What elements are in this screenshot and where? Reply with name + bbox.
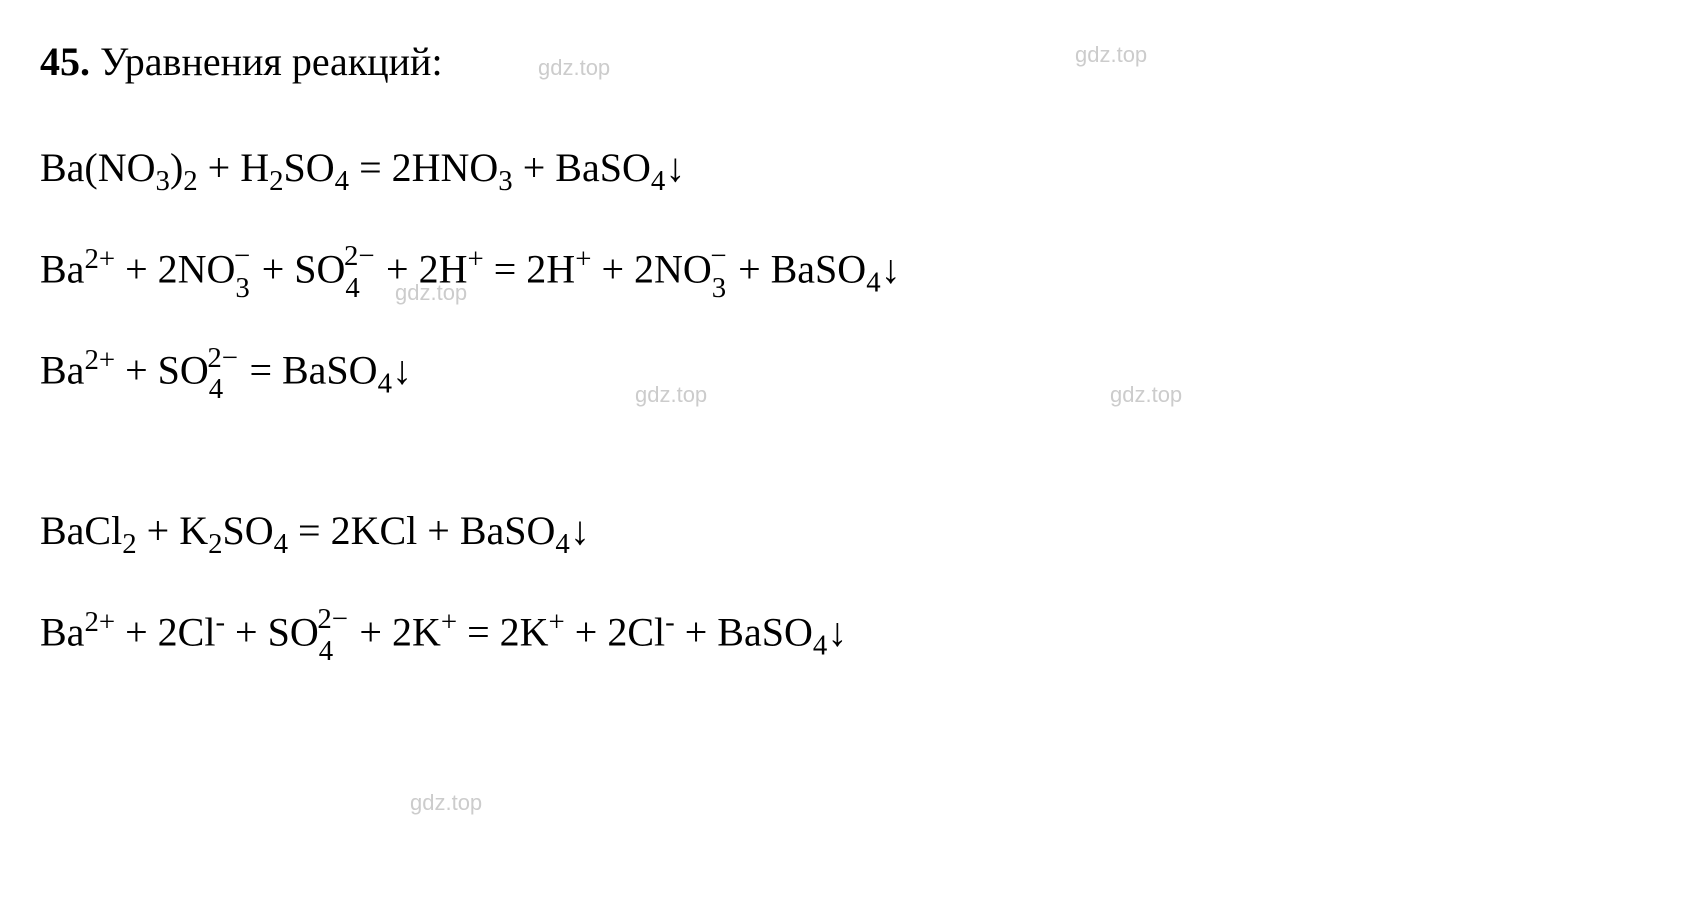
eq-text: + BaSO [513,145,651,190]
eq-text: = 2H [484,246,575,291]
eq-text: + 2Cl [115,609,215,654]
superscript: 2+ [84,606,115,638]
spacer [40,439,1663,499]
header-title: Уравнения реакций: [100,39,443,84]
superscript: + [575,243,591,275]
eq-text: + BaSO [675,609,813,654]
subscript: 2 [269,165,283,197]
eq-text: + 2K [349,609,440,654]
subscript: 3 [156,165,170,197]
eq-text: Ba [40,609,84,654]
equation-1: Ba(NO3)2 + H2SO4 = 2HNO3 + BaSO4↓ [40,136,1663,204]
eq-text: Ba [40,246,84,291]
eq-text: Ba [40,348,84,393]
down-arrow-icon: ↓ [881,246,901,291]
eq-text: + 2H [376,246,467,291]
eq-text: + BaSO [728,246,866,291]
equation-4: BaCl2 + K2SO4 = 2KCl + BaSO4↓ [40,499,1663,567]
eq-text: + SO [115,348,209,393]
subscript: 4 [651,165,665,197]
subscript: 4 [319,635,333,667]
eq-text: + H [198,145,269,190]
superscript: 2− [344,240,375,272]
eq-text: + K [137,508,208,553]
subscript: 4 [335,165,349,197]
subscript: 4 [866,266,880,298]
subscript: 4 [345,272,359,304]
eq-text: Ba(NO [40,145,156,190]
subscript: 3 [235,272,249,304]
subscript: 2 [183,165,197,197]
eq-text: + SO [252,246,346,291]
down-arrow-icon: ↓ [665,145,685,190]
equation-2: Ba2+ + 2NO3− + SO42− + 2H+ = 2H+ + 2NO3−… [40,236,1663,305]
subscript: 4 [274,528,288,560]
superscript: 2− [207,342,238,374]
header-line: 45. Уравнения реакций: [40,30,1663,94]
eq-text: = BaSO [239,348,377,393]
superscript: - [215,606,225,638]
subscript: 2 [208,528,222,560]
down-arrow-icon: ↓ [827,609,847,654]
superscript: 2+ [84,344,115,376]
eq-text: + 2NO [115,246,235,291]
eq-text: SO [284,145,335,190]
eq-text: SO [223,508,274,553]
subscript: 3 [498,165,512,197]
superscript: − [234,240,250,272]
eq-text: + 2NO [591,246,711,291]
eq-text: BaCl [40,508,122,553]
eq-text: ) [170,145,183,190]
superscript: + [549,606,565,638]
subscript: 4 [378,368,392,400]
subscript: 4 [555,528,569,560]
equation-5: Ba2+ + 2Cl- + SO42− + 2K+ = 2K+ + 2Cl- +… [40,599,1663,668]
eq-text: = 2KCl + BaSO [288,508,555,553]
subscript: 4 [813,629,827,661]
superscript: − [710,240,726,272]
eq-text: + SO [225,609,319,654]
down-arrow-icon: ↓ [570,508,590,553]
subscript: 2 [122,528,136,560]
problem-number: 45. [40,39,90,84]
superscript: 2− [317,603,348,635]
subscript: 4 [209,373,223,405]
eq-text: = 2K [457,609,548,654]
watermark: gdz.top [410,790,482,816]
superscript: + [441,606,457,638]
superscript: - [665,606,675,638]
subscript: 3 [712,272,726,304]
equation-3: Ba2+ + SO42− = BaSO4↓ [40,337,1663,406]
down-arrow-icon: ↓ [392,348,412,393]
eq-text: = 2HNO [349,145,498,190]
superscript: 2+ [84,243,115,275]
eq-text: + 2Cl [565,609,665,654]
superscript: + [468,243,484,275]
